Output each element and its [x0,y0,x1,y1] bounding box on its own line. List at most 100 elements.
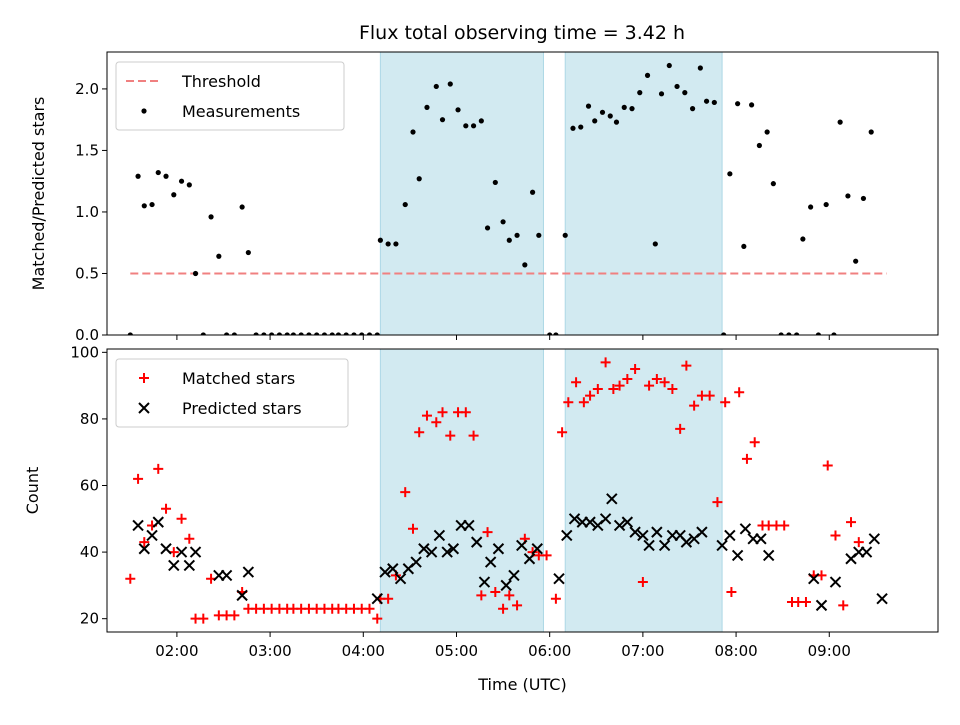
y-tick-label: 1.5 [75,141,99,159]
measurement-point [447,81,453,87]
measurement-point [385,241,391,247]
shaded-interval [379,349,544,632]
measurement-point [689,106,696,112]
legend-label: Measurements [182,102,300,121]
measurement-point [815,332,821,335]
predicted-stars-point [724,529,736,542]
matched-stars-point [571,377,582,388]
measurement-point [269,332,275,335]
measurement-point [547,332,553,335]
measurement-point [192,270,199,277]
measurement-point [578,124,584,130]
measurement-point [276,332,283,335]
predicted-stars-point [516,539,528,552]
predicted-stars-point [168,559,180,572]
matched-stars-point [421,410,432,421]
y-tick-label: 60 [80,477,99,495]
matched-stars-point [614,380,625,391]
measurement-point [831,332,837,335]
predicted-stars-point [731,549,744,562]
measurement-point [149,201,155,208]
bottom-panel: 20 40 60 80 100 02:00 03:00 04:00 05:00 06:00 07:0… [23,343,939,694]
measurement-point [868,129,874,135]
matched-stars-point [383,593,394,604]
matched-stars-point [712,497,723,508]
predicted-stars-point [599,513,612,525]
predicted-stars-point [152,516,164,528]
legend-label: Matched stars [182,369,295,388]
measurement-point [592,118,598,124]
plot-frame [106,348,939,633]
predicted-stars-point [561,529,573,542]
predicted-stars-point [160,543,172,555]
measurement-point [416,176,422,182]
measurement-point [261,332,267,335]
measurement-point [658,91,665,97]
measurement-point [366,332,373,335]
measurement-point [727,171,733,177]
measurement-point [500,219,506,225]
legend-measurement-swatch [141,108,147,114]
matched-stars-point [541,550,552,561]
measurement-point [186,182,192,188]
measurement-point [721,332,727,335]
measurement-point [393,241,399,247]
x-tick-label: 05:00 [435,642,478,660]
measurement-point [800,236,806,242]
legend-predicted-swatch [138,402,150,414]
measurement-point [171,192,177,198]
shaded-interval [564,52,723,335]
matched-stars-point [460,407,471,418]
measurement-point [290,332,296,335]
measurement-point [351,332,357,335]
measurement-point [808,204,814,210]
matched-stars-point [498,603,509,614]
plot-area [127,52,887,335]
matched-stars-point [800,597,811,608]
matched-stars-point [630,363,641,374]
predicted-stars-point [643,539,655,552]
predicted-stars-point [868,533,881,545]
predicted-stars-point [531,543,543,555]
plot-area [125,349,888,632]
measurement-point [599,109,606,115]
predicted-stars-point [138,543,150,555]
matched-stars-point [592,383,603,394]
matched-stars-point [681,360,692,371]
measurement-point [506,237,512,243]
measurement-point [424,104,430,110]
measurement-point [433,83,439,90]
legend-box [115,358,349,428]
measurement-point [562,232,568,238]
matched-stars-point [364,603,375,614]
predicted-stars-point [132,519,144,532]
measurement-point [478,118,484,124]
matched-stars-point [726,587,737,598]
predicted-stars-point [418,543,430,555]
measurement-point [637,90,643,96]
matched-stars-point [125,573,136,584]
measurement-point [141,203,147,209]
measurement-point [585,103,592,109]
measurement-point [749,102,755,108]
measurement-point [837,119,843,125]
predicted-stars-point [492,543,505,555]
measurement-point [845,193,851,199]
predicted-stars-point [584,516,596,528]
matched-stars-point [437,407,448,418]
measurement-point [163,173,169,179]
matched-stars-point [372,613,383,624]
measurement-point [253,332,259,335]
matched-stars-point [830,530,841,541]
matched-stars-point [720,397,731,408]
matched-stars-point [468,430,479,441]
matched-stars-point [504,590,515,601]
matched-stars-point [637,577,648,588]
matched-stars-point [184,533,195,544]
predicted-stars-point [860,546,873,558]
x-tick-label: 08:00 [714,642,757,660]
measurement-point [697,65,703,71]
predicted-stars-point [220,569,233,582]
predicted-stars-point [762,549,775,562]
measurement-point [682,90,688,96]
